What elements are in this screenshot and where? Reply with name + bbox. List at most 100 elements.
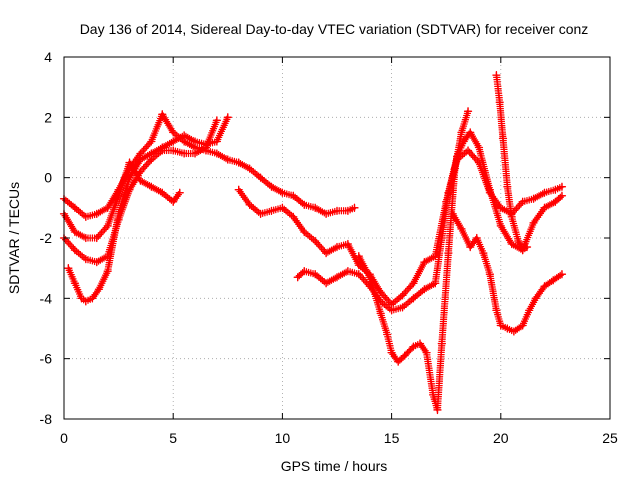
data-point (77, 294, 86, 303)
data-point (179, 131, 189, 140)
data-point (503, 182, 512, 191)
data-point (496, 203, 505, 212)
y-tick-label: 4 (44, 49, 52, 65)
data-point (179, 149, 189, 158)
data-point (147, 182, 156, 191)
chart-title: Day 136 of 2014, Sidereal Day-to-day VTE… (80, 21, 589, 37)
data-point (551, 197, 560, 206)
data-point (300, 200, 309, 209)
series-track-h (448, 209, 567, 336)
data-point (92, 257, 101, 267)
data-point (321, 248, 331, 258)
data-point (387, 348, 396, 357)
data-point (496, 221, 505, 231)
data-point (450, 164, 460, 173)
data-point (531, 294, 540, 303)
data-point (245, 164, 254, 173)
data-point (70, 227, 80, 237)
data-point (293, 273, 302, 282)
data-point (343, 267, 353, 276)
data-point (201, 140, 211, 149)
data-point (92, 233, 101, 243)
series-track-c (59, 116, 222, 267)
series-track-g (354, 107, 473, 415)
x-axis-label: GPS time / hours (281, 458, 388, 474)
data-point (551, 185, 560, 194)
y-tick-label: -4 (40, 290, 53, 306)
data-point (540, 282, 549, 291)
data-point (420, 257, 429, 267)
data-point (223, 155, 232, 164)
data-point (245, 200, 254, 209)
data-point (509, 327, 519, 336)
x-tick-label: 15 (384, 430, 400, 446)
y-tick-label: 0 (44, 170, 52, 186)
data-point (398, 291, 407, 300)
y-tick-label: -8 (40, 411, 53, 427)
data-point (557, 191, 567, 200)
data-point (354, 270, 363, 279)
data-point (496, 321, 505, 330)
data-point (472, 233, 481, 243)
data-point (518, 321, 527, 330)
data-point (529, 218, 538, 228)
data-point (525, 306, 534, 315)
data-point (158, 110, 167, 119)
data-point (103, 203, 112, 212)
data-point (433, 405, 442, 415)
data-point (147, 149, 156, 158)
data-point (518, 197, 527, 206)
data-series-layer (59, 70, 567, 415)
series-track-f (293, 128, 567, 315)
data-point (437, 339, 446, 348)
data-point (409, 279, 418, 288)
data-point (466, 242, 475, 252)
y-tick-label: 2 (44, 109, 52, 125)
data-point (212, 137, 222, 146)
data-point (415, 339, 425, 348)
data-point (234, 185, 243, 194)
x-tick-label: 0 (60, 430, 68, 446)
data-point (175, 188, 184, 197)
series-track-markers (60, 110, 359, 221)
data-point (485, 185, 495, 194)
data-point (321, 279, 331, 288)
data-point (321, 209, 331, 219)
data-point (88, 294, 97, 303)
data-point (437, 233, 446, 243)
data-point (463, 146, 473, 155)
data-point (332, 242, 342, 252)
data-point (444, 248, 453, 258)
data-point (479, 248, 488, 258)
data-point (431, 251, 440, 261)
data-point (125, 158, 134, 167)
data-point (522, 242, 532, 252)
data-point (485, 270, 495, 279)
data-point (400, 351, 409, 360)
data-point (474, 143, 484, 152)
data-point (81, 254, 90, 264)
data-point (448, 209, 457, 219)
data-point (114, 191, 123, 200)
data-point (365, 273, 374, 282)
data-point (94, 285, 104, 294)
data-point (114, 209, 123, 219)
data-point (376, 288, 385, 297)
data-point (103, 221, 112, 231)
data-point (147, 137, 156, 146)
data-point (92, 209, 101, 219)
data-point (383, 330, 392, 339)
data-point (428, 390, 438, 400)
data-point (492, 70, 501, 80)
data-point (212, 149, 222, 158)
data-point (311, 270, 320, 279)
axis-ticks: 0 5 10 15 20 25 -8 -6 -4 -2 0 2 4 (40, 49, 618, 446)
data-point (223, 113, 232, 122)
data-point (466, 128, 475, 137)
data-point (81, 297, 90, 306)
data-point (332, 206, 342, 215)
data-point (557, 270, 567, 279)
series-track-a (59, 110, 359, 222)
data-point (507, 212, 516, 222)
